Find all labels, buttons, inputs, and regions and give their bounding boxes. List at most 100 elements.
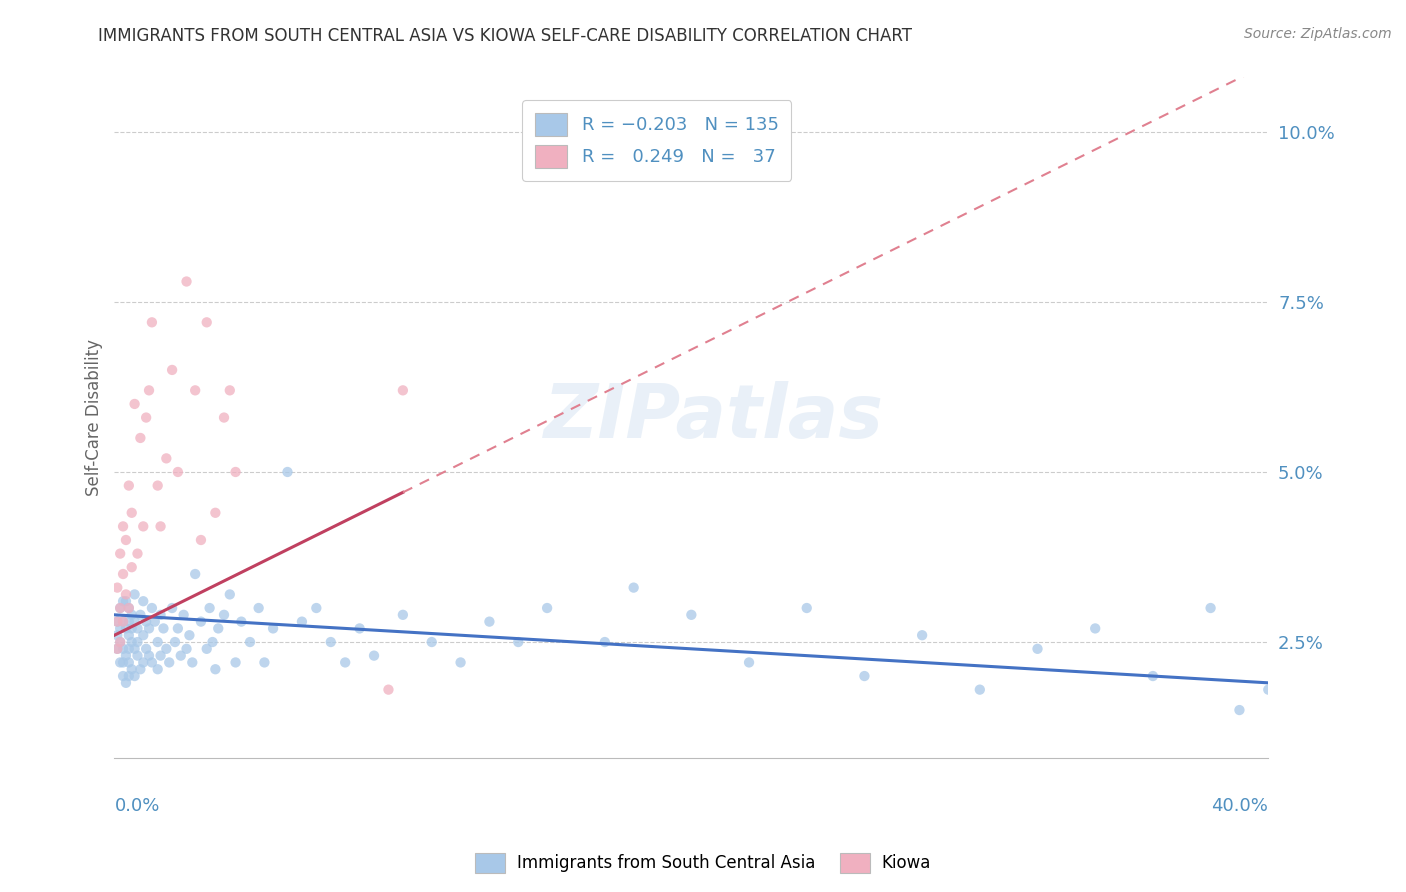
Point: [135, 615, 157, 629]
Text: IMMIGRANTS FROM SOUTH CENTRAL ASIA VS KIOWA SELF-CARE DISABILITY CORRELATION CHA: IMMIGRANTS FROM SOUTH CENTRAL ASIA VS KI…: [98, 27, 912, 45]
Point: [127, 635, 149, 649]
Point: [118, 601, 141, 615]
Point: [132, 656, 155, 670]
Point: [1257, 682, 1279, 697]
Point: [155, 641, 177, 656]
Point: [124, 397, 146, 411]
Point: [112, 656, 135, 670]
Point: [176, 275, 198, 289]
Point: [392, 384, 415, 398]
Point: [143, 615, 166, 629]
Point: [207, 622, 229, 636]
Point: [681, 607, 703, 622]
Point: [135, 410, 157, 425]
Point: [146, 662, 169, 676]
Point: [212, 410, 235, 425]
Point: [138, 622, 160, 636]
Point: [218, 384, 240, 398]
Point: [108, 601, 131, 615]
Point: [121, 622, 143, 636]
Point: [105, 581, 128, 595]
Point: [112, 615, 135, 629]
Legend: Immigrants from South Central Asia, Kiowa: Immigrants from South Central Asia, Kiow…: [468, 847, 938, 880]
Point: [155, 451, 177, 466]
Point: [305, 601, 328, 615]
Point: [115, 587, 138, 601]
Point: [108, 635, 131, 649]
Point: [132, 519, 155, 533]
Point: [118, 601, 141, 615]
Y-axis label: Self-Care Disability: Self-Care Disability: [86, 339, 103, 496]
Point: [212, 607, 235, 622]
Point: [108, 635, 131, 649]
Point: [105, 641, 128, 656]
Text: Source: ZipAtlas.com: Source: ZipAtlas.com: [1244, 27, 1392, 41]
Point: [218, 587, 240, 601]
Point: [1229, 703, 1251, 717]
Point: [204, 662, 226, 676]
Point: [247, 601, 270, 615]
Point: [160, 601, 183, 615]
Point: [184, 567, 207, 582]
Point: [738, 656, 761, 670]
Point: [127, 648, 149, 663]
Point: [184, 384, 207, 398]
Point: [1084, 622, 1107, 636]
Point: [152, 622, 174, 636]
Point: [149, 648, 172, 663]
Point: [319, 635, 342, 649]
Point: [129, 431, 152, 445]
Point: [623, 581, 645, 595]
Point: [198, 601, 221, 615]
Point: [112, 669, 135, 683]
Point: [129, 607, 152, 622]
Point: [149, 519, 172, 533]
Point: [146, 478, 169, 492]
Point: [112, 567, 135, 582]
Point: [508, 635, 530, 649]
Point: [225, 465, 247, 479]
Point: [1142, 669, 1164, 683]
Point: [1199, 601, 1222, 615]
Point: [853, 669, 876, 683]
Point: [112, 615, 135, 629]
Point: [163, 635, 186, 649]
Point: [115, 622, 138, 636]
Point: [141, 656, 163, 670]
Point: [124, 615, 146, 629]
Point: [190, 533, 212, 547]
Point: [167, 622, 190, 636]
Point: [262, 622, 284, 636]
Point: [179, 628, 201, 642]
Point: [195, 315, 218, 329]
Text: 0.0%: 0.0%: [114, 797, 160, 814]
Point: [129, 662, 152, 676]
Point: [173, 607, 195, 622]
Point: [176, 641, 198, 656]
Point: [160, 363, 183, 377]
Point: [363, 648, 385, 663]
Point: [112, 519, 135, 533]
Point: [141, 315, 163, 329]
Point: [170, 648, 193, 663]
Point: [195, 641, 218, 656]
Point: [349, 622, 371, 636]
Point: [118, 478, 141, 492]
Point: [181, 656, 204, 670]
Point: [118, 656, 141, 670]
Point: [231, 615, 253, 629]
Point: [105, 628, 128, 642]
Point: [112, 594, 135, 608]
Point: [969, 682, 991, 697]
Point: [121, 662, 143, 676]
Point: [141, 601, 163, 615]
Point: [204, 506, 226, 520]
Point: [108, 622, 131, 636]
Point: [157, 656, 180, 670]
Point: [115, 676, 138, 690]
Point: [450, 656, 472, 670]
Legend: R = −0.203   N = 135, R =   0.249   N =   37: R = −0.203 N = 135, R = 0.249 N = 37: [522, 100, 792, 181]
Point: [796, 601, 818, 615]
Point: [105, 615, 128, 629]
Point: [121, 560, 143, 574]
